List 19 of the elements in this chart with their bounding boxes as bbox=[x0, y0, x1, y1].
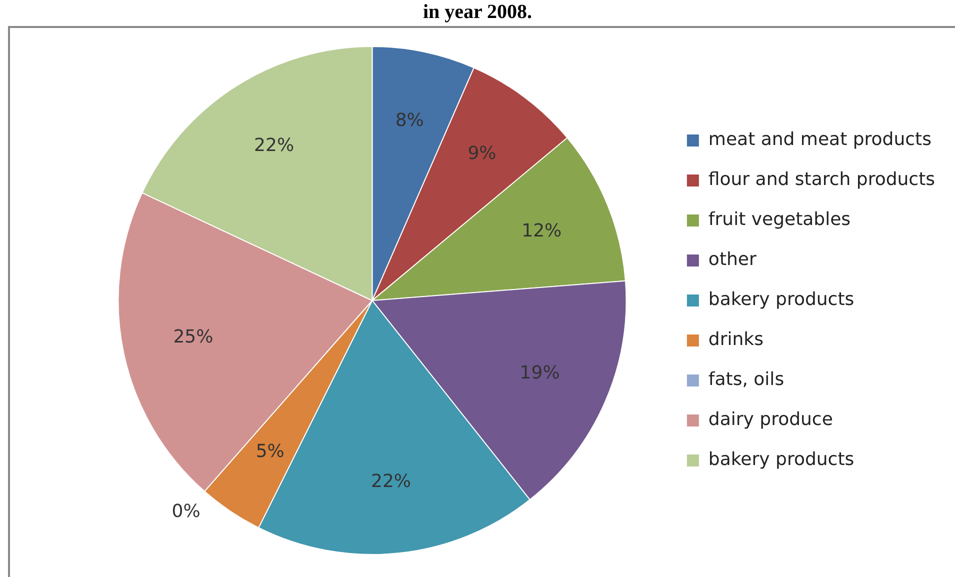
data-label: 9% bbox=[468, 142, 496, 164]
data-label: 25% bbox=[173, 326, 214, 348]
legend-label: other bbox=[708, 249, 757, 270]
data-label: 22% bbox=[254, 134, 294, 156]
legend-label: bakery products bbox=[708, 449, 854, 470]
legend-label: bakery products bbox=[708, 289, 854, 310]
text: 0% bbox=[172, 500, 200, 522]
legend-label: fruit vegetables bbox=[708, 209, 851, 230]
legend-label: flour and starch products bbox=[708, 169, 936, 190]
legend-label: fats, oils bbox=[708, 369, 784, 390]
legend-label: dairy produce bbox=[708, 409, 833, 430]
data-label: 19% bbox=[520, 362, 560, 384]
data-label: 22% bbox=[371, 471, 412, 492]
data-label: 12% bbox=[522, 220, 562, 242]
data-label: 5% bbox=[256, 440, 284, 462]
legend-label: meat and meat products bbox=[708, 129, 932, 150]
chart-title: in year 2008. bbox=[422, 0, 534, 24]
legend-label: drinks bbox=[708, 329, 764, 350]
data-label: 8% bbox=[395, 110, 424, 132]
